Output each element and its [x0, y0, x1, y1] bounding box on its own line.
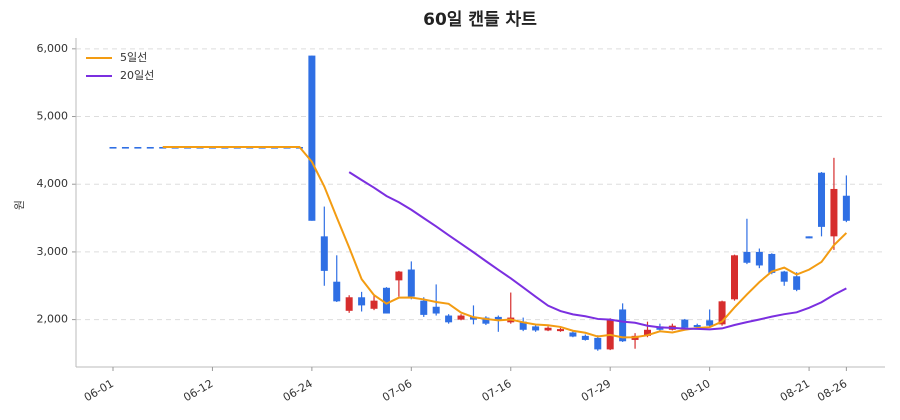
candle-body [643, 329, 651, 336]
x-tick-label: 08-26 [815, 377, 849, 404]
y-tick-label: 4,000 [37, 177, 69, 190]
x-tick-label: 08-21 [778, 377, 812, 404]
candle-body [556, 329, 564, 332]
candle-body [469, 316, 477, 320]
candle-body [842, 195, 850, 221]
y-axis-label: 원 [13, 200, 26, 210]
candle-body [581, 335, 589, 340]
candle-body [706, 320, 714, 326]
candle-body [395, 271, 403, 281]
ma-line [348, 171, 847, 331]
candle-body [793, 276, 801, 290]
candle-body [681, 319, 689, 328]
y-tick-label: 3,000 [37, 245, 69, 258]
x-tick-label: 06-12 [181, 377, 215, 404]
candle-body [358, 297, 366, 306]
x-tick-label: 06-24 [281, 377, 315, 404]
candle-body [109, 146, 117, 149]
y-tick-label: 5,000 [37, 110, 69, 123]
x-tick-label: 07-16 [480, 377, 514, 404]
candle-body [731, 255, 738, 300]
candle-body [134, 146, 142, 149]
candle-body [768, 253, 776, 273]
x-tick-label: 06-01 [82, 377, 116, 404]
candle-body [755, 251, 763, 266]
legend-label: 20일선 [120, 68, 154, 82]
candle-body [594, 337, 602, 350]
candle-body [333, 281, 341, 302]
candle-body [370, 300, 378, 309]
candle-body [320, 236, 328, 271]
candle-body [121, 146, 129, 149]
x-tick-label: 08-10 [678, 377, 712, 404]
x-tick-label: 07-06 [380, 377, 414, 404]
y-tick-label: 2,000 [37, 313, 69, 326]
candle-body [482, 317, 490, 324]
candle-body [743, 251, 751, 263]
candle-body [569, 332, 577, 337]
candle-body [308, 55, 316, 221]
x-tick-label: 07-29 [579, 377, 613, 404]
y-tick-label: 6,000 [37, 42, 69, 55]
candle-body [345, 297, 353, 311]
candle-body [494, 316, 502, 321]
candle-body [432, 306, 440, 314]
candle-body [780, 271, 788, 282]
candle-body [532, 326, 540, 331]
candle-body [544, 327, 552, 331]
candle-body [407, 269, 415, 297]
candle-body [457, 315, 465, 320]
candle-body [619, 309, 627, 342]
candle-body [830, 188, 838, 237]
candle-body [818, 172, 826, 227]
candle-body [420, 300, 428, 315]
candle-body [693, 325, 701, 328]
chart-title: 60일 캔들 차트 [423, 10, 537, 30]
candle-body [445, 315, 453, 323]
candle-body [805, 236, 813, 239]
candle-body [382, 287, 390, 314]
legend-label: 5일선 [120, 50, 147, 64]
candle-body [718, 301, 726, 325]
candle-body [146, 146, 154, 149]
candle-body [519, 321, 527, 330]
ma-line [162, 145, 848, 339]
